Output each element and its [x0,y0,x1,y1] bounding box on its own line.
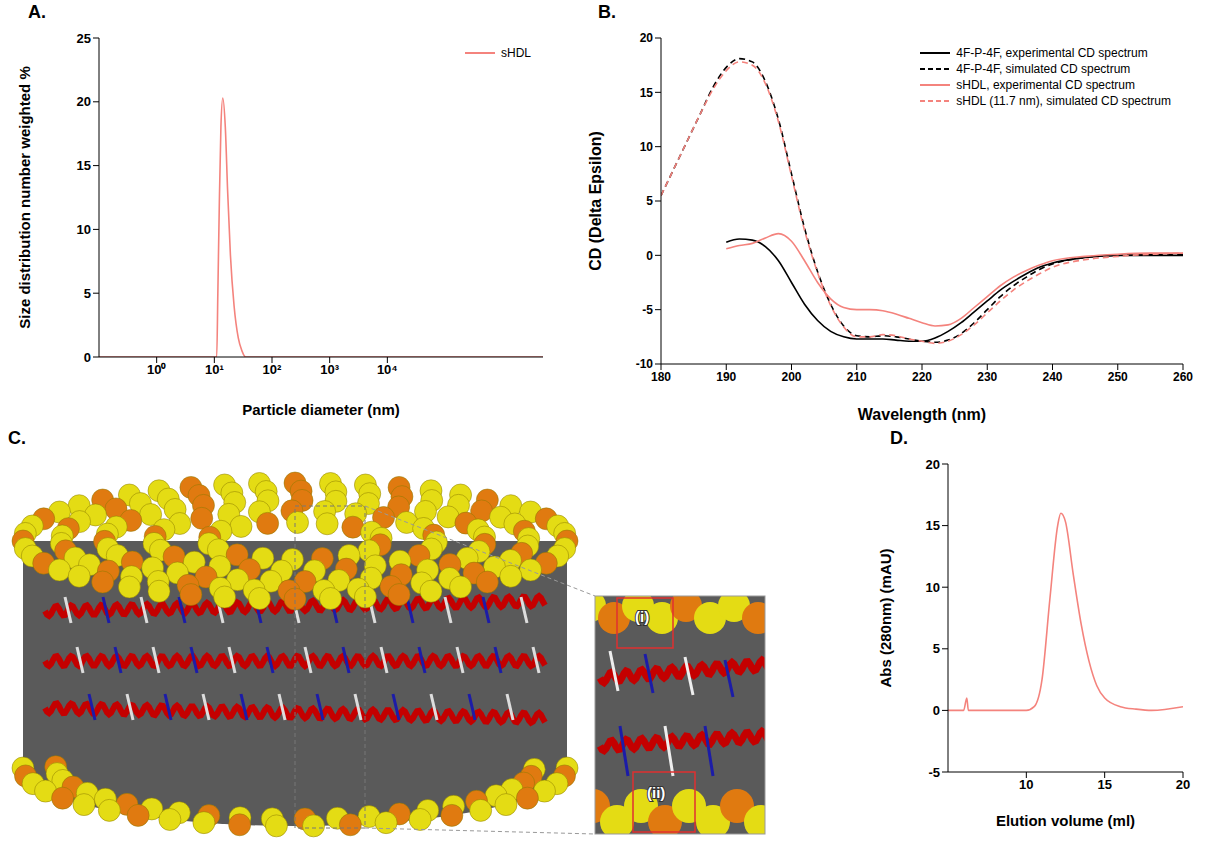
svg-text:Wavelength (nm): Wavelength (nm) [858,406,986,423]
html-text:C.: C. [8,428,26,448]
svg-text:-10: -10 [636,357,654,371]
svg-text:0: 0 [84,350,91,365]
svg-text:20: 20 [1176,777,1190,792]
svg-text:0: 0 [646,249,653,263]
svg-text:(ii): (ii) [647,784,665,801]
svg-text:10²: 10² [263,362,282,377]
svg-text:20: 20 [640,31,654,45]
svg-text:10¹: 10¹ [205,362,224,377]
svg-text:10: 10 [1019,777,1033,792]
svg-text:Particle diameter (nm): Particle diameter (nm) [242,401,400,418]
svg-text:240: 240 [1042,370,1062,384]
svg-text:Elution volume (ml): Elution volume (ml) [996,812,1135,829]
svg-text:10³: 10³ [320,362,339,377]
svg-text:20: 20 [926,457,940,472]
svg-text:5: 5 [933,641,940,656]
svg-text:10⁰: 10⁰ [147,362,166,377]
svg-text:10: 10 [77,222,91,237]
svg-text:10: 10 [926,580,940,595]
html-text:4F-P-4F, experimental CD spect: 4F-P-4F, experimental CD spectrum [956,46,1148,60]
svg-text:200: 200 [781,370,801,384]
svg-text:15: 15 [77,158,91,173]
html-text:A.: A. [28,2,46,22]
svg-text:15: 15 [1097,777,1111,792]
svg-text:0: 0 [933,703,940,718]
html-text:sHDL: sHDL [501,46,531,60]
svg-text:-5: -5 [928,765,940,780]
svg-text:5: 5 [646,194,653,208]
html-text:sHDL (11.7 nm), simulated CD s: sHDL (11.7 nm), simulated CD spectrum [956,94,1171,108]
html-text:D.: D. [890,428,908,448]
svg-text:190: 190 [716,370,736,384]
svg-text:10: 10 [640,140,654,154]
svg-text:210: 210 [847,370,867,384]
svg-text:220: 220 [912,370,932,384]
svg-text:250: 250 [1108,370,1128,384]
svg-text:5: 5 [84,286,91,301]
svg-text:Abs (280nm) (mAU): Abs (280nm) (mAU) [878,548,894,687]
html-text:B.: B. [598,2,616,22]
svg-text:Size distribution number weigh: Size distribution number weighted % [16,66,33,329]
svg-text:-5: -5 [642,303,653,317]
svg-text:10⁴: 10⁴ [377,362,398,377]
html-text:4F-P-4F, simulated CD spectrum: 4F-P-4F, simulated CD spectrum [956,62,1131,76]
svg-text:180: 180 [651,370,671,384]
svg-text:25: 25 [77,31,91,46]
svg-text:15: 15 [640,86,654,100]
svg-text:260: 260 [1173,370,1193,384]
svg-text:CD (Delta Epsilon): CD (Delta Epsilon) [587,131,604,271]
svg-text:15: 15 [926,518,940,533]
svg-text:20: 20 [77,94,91,109]
svg-text:(i): (i) [635,608,649,625]
html-text:sHDL, experimental CD spectrum: sHDL, experimental CD spectrum [956,78,1135,92]
svg-text:230: 230 [977,370,997,384]
